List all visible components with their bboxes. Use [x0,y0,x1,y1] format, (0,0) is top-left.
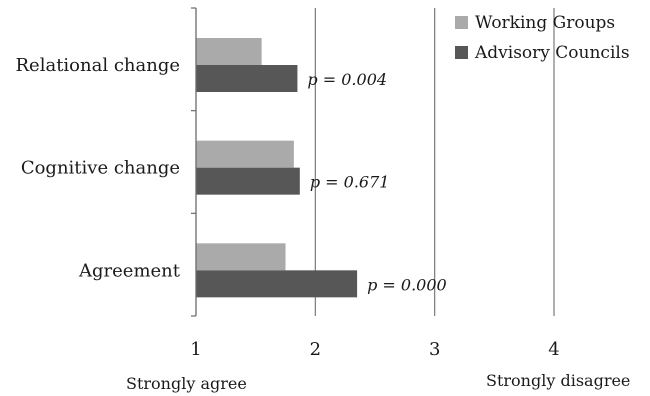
legend-swatch-advisory-councils [455,46,468,59]
bar-relational-change-advisory-councils [196,65,298,92]
labels: Relational change p = 0.004 Cognitive chan… [16,55,631,393]
bars [196,38,358,298]
category-label-cognitive-change: Cognitive change [21,158,180,179]
bar-relational-change-working-groups [196,38,262,65]
scale-anchor-high: Strongly disagree [486,371,630,390]
legend-label-advisory-councils: Advisory Councils [474,43,630,63]
x-tick-label-2: 2 [310,339,321,360]
p-value-agreement: p = 0.000 [367,275,447,294]
x-tick-label-4: 4 [548,339,559,360]
x-tick-label-3: 3 [429,339,440,360]
scale-anchor-low: Strongly agree [126,374,247,393]
category-label-agreement: Agreement [78,260,181,281]
p-value-cognitive-change: p = 0.671 [310,173,390,192]
bar-cognitive-change-working-groups [196,140,294,168]
bar-agreement-working-groups [196,243,286,271]
legend-label-working-groups: Working Groups [475,13,615,33]
bar-cognitive-change-advisory-councils [196,167,300,195]
category-label-relational-change: Relational change [16,55,181,76]
p-value-relational-change: p = 0.004 [307,70,387,89]
x-tick-label-1: 1 [190,339,201,360]
axes [191,7,197,317]
legend: Working Groups Advisory Councils [455,13,630,63]
grid-lines [314,8,555,316]
bar-agreement-advisory-councils [196,270,358,298]
legend-swatch-working-groups [455,16,468,29]
